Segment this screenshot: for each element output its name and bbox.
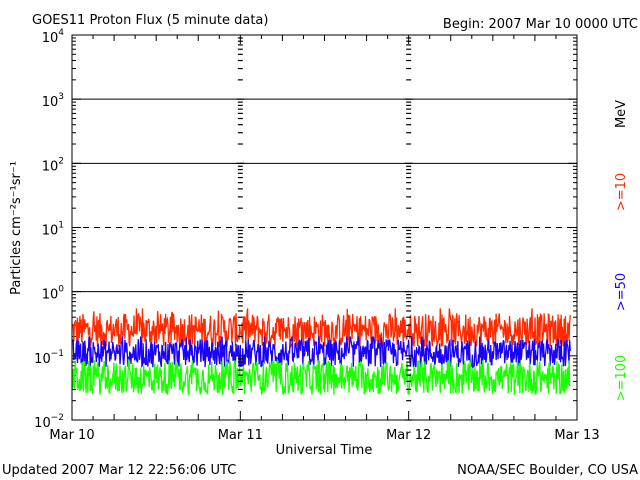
chart-title: GOES11 Proton Flux (5 minute data): [32, 13, 268, 28]
y-tick-base: 10: [34, 352, 51, 367]
x-tick-label: Mar 11: [218, 428, 263, 443]
series-line-2: [71, 336, 571, 369]
y-tick-exp: 3: [58, 92, 64, 102]
x-tick-label: Mar 12: [386, 428, 431, 443]
x-tick-labels: Mar 10 Mar 11 Mar 12 Mar 13: [49, 428, 599, 443]
y-tick-label: 10−2: [34, 413, 64, 431]
updated-timestamp: Updated 2007 Mar 12 22:56:06 UTC: [2, 463, 236, 478]
y-tick-base: 10: [34, 416, 51, 431]
series-line-3: [71, 358, 571, 396]
series-line-1: [71, 308, 571, 349]
plot-frame: [71, 34, 578, 421]
series-layer: [71, 308, 571, 396]
begin-time: Begin: 2007 Mar 10 0000 UTC: [443, 17, 638, 32]
y-tick-base: 10: [42, 95, 59, 110]
y-tick-exp: 0: [58, 285, 64, 295]
y-tick-label: 102: [42, 156, 64, 174]
legend-entry-2: >=50: [614, 273, 629, 311]
grid-lines: [71, 35, 578, 421]
legend-entry-1: >=10: [614, 173, 629, 211]
legend-entry-3: >=100: [614, 355, 629, 402]
y-tick-label: 100: [42, 285, 65, 303]
y-tick-label: 104: [42, 28, 65, 46]
y-tick-exp: 1: [58, 221, 64, 231]
y-tick-base: 10: [42, 31, 59, 46]
x-tick-label: Mar 13: [554, 428, 599, 443]
unit-label: MeV: [614, 100, 629, 128]
y-tick-base: 10: [42, 224, 59, 239]
y-tick-exp: 4: [58, 28, 64, 38]
y-tick-label: 103: [42, 92, 64, 110]
y-tick-exp: −1: [51, 349, 64, 359]
y-tick-base: 10: [42, 288, 59, 303]
x-axis-label: Universal Time: [276, 443, 373, 458]
day-ticks: [236, 37, 413, 421]
legend: >=10 >=50 >=100: [614, 173, 629, 401]
y-tick-label: 101: [42, 221, 64, 239]
y-tick-exp: −2: [51, 413, 64, 423]
x-tick-label: Mar 10: [49, 428, 94, 443]
y-tick-exp: 2: [58, 156, 64, 166]
y-axis-label: Particles cm⁻²s⁻¹sr⁻¹: [9, 161, 24, 295]
y-tick-base: 10: [42, 159, 59, 174]
y-tick-label: 10−1: [34, 349, 64, 367]
credit-label: NOAA/SEC Boulder, CO USA: [457, 463, 638, 478]
